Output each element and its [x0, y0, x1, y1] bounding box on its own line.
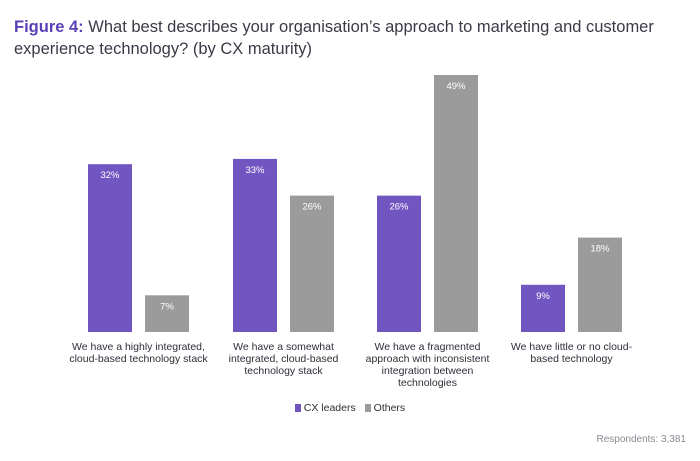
bar-value-label: 32% [100, 170, 120, 181]
bar-cx-leaders-1 [88, 164, 132, 332]
category-label-line: We have little or no cloud- [511, 341, 633, 353]
bar-value-label: 26% [302, 202, 322, 213]
bar-value-label: 49% [446, 81, 466, 92]
legend-item-others: Others [364, 402, 406, 414]
legend-swatch-cx-leaders [294, 404, 301, 412]
bar-others-3 [434, 75, 478, 332]
bar-cx-leaders-4 [521, 284, 565, 332]
respondents-note: Respondents: 3,381 [596, 434, 686, 445]
bar-others-4 [578, 237, 622, 332]
bar-value-label: 18% [590, 244, 610, 255]
legend-swatch-others [364, 404, 371, 412]
bar-chart: 32% 7% We have a highly integrated, cloud-b… [69, 75, 633, 389]
figure-question: What best describes your organisation’s … [14, 18, 654, 58]
category-label-line: We have a somewhat [233, 341, 334, 353]
legend-label-cx-leaders: CX leaders [303, 402, 356, 414]
bar-others-2 [290, 195, 334, 332]
category-label: We have a somewhat integrated, cloud-base… [229, 341, 339, 377]
category-label-line: We have a fragmented [374, 341, 480, 353]
category-label-line: based technology [530, 353, 613, 365]
category-label-line: approach with inconsistent [366, 353, 490, 365]
category-label-line: technology stack [244, 365, 323, 377]
bar-others-1 [145, 295, 189, 332]
bar-value-label: 33% [245, 165, 265, 176]
category-label: We have a highly integrated, cloud-based … [69, 341, 208, 365]
figure-number: Figure 4: [14, 18, 84, 36]
chart-title: Figure 4: What best describes your organ… [14, 16, 686, 60]
bar-value-label: 7% [160, 301, 174, 312]
bar-value-label: 26% [389, 202, 409, 213]
category-label-line: cloud-based technology stack [69, 353, 208, 365]
category-label: We have little or no cloud-based technol… [511, 341, 633, 365]
legend: CX leaders Others [0, 402, 700, 414]
category-label-line: integrated, cloud-based [229, 353, 339, 365]
bar-cx-leaders-3 [377, 195, 421, 332]
bar-cx-leaders-2 [233, 158, 277, 332]
category-label: We have a fragmented approach with incons… [366, 341, 490, 389]
legend-label-others: Others [373, 402, 406, 414]
category-label-line: integration between [382, 365, 474, 377]
category-label-line: We have a highly integrated, [72, 341, 205, 353]
legend-item-cx-leaders: CX leaders [294, 402, 356, 414]
category-label-line: technologies [398, 377, 457, 389]
bar-value-label: 9% [536, 291, 550, 302]
